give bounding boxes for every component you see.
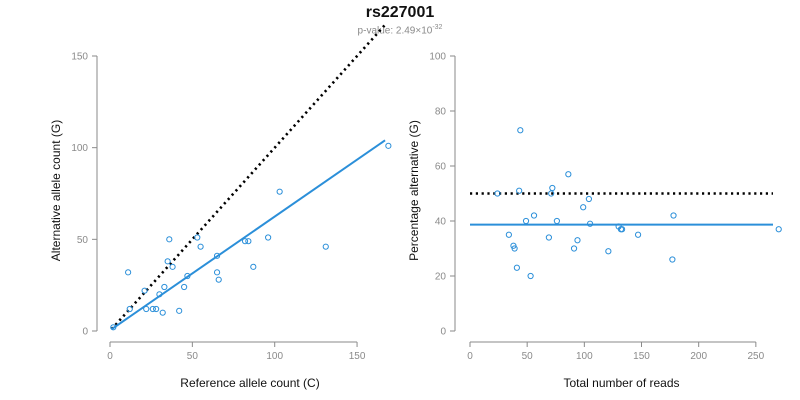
- data-point: [510, 242, 517, 249]
- chart-title: rs227001: [365, 4, 435, 21]
- y-tick-label: 80: [435, 107, 447, 118]
- data-point: [141, 287, 148, 294]
- x-tick-label: 200: [690, 351, 707, 362]
- data-point: [213, 269, 221, 276]
- y-axis: 0 50 100 150: [71, 52, 98, 338]
- y-tick-label: 0: [82, 327, 88, 338]
- data-point: [176, 307, 183, 314]
- data-point: [153, 305, 160, 313]
- data-point: [574, 237, 581, 244]
- data-point: [516, 187, 523, 194]
- x-tick-label: 250: [748, 351, 765, 362]
- x-tick-label: 150: [633, 351, 650, 362]
- p-value-text: p-value: 2.49×10: [357, 25, 433, 37]
- data-point: [545, 234, 552, 241]
- data-point: [110, 324, 117, 331]
- data-point: [265, 234, 272, 241]
- percentage-alternative-scatter-panel: 0 50 100 150 200 250 0 20 40 60 80 100 Total number …: [407, 52, 782, 390]
- data-point: [517, 127, 524, 134]
- data-point: [197, 243, 204, 250]
- data-point: [618, 226, 626, 233]
- y-tick-label: 40: [435, 217, 447, 228]
- y-tick-label: 0: [440, 327, 446, 338]
- data-point: [213, 252, 221, 259]
- x-axis: 0 50 100 150 200 250: [467, 341, 765, 362]
- data-point: [159, 309, 166, 316]
- data-point: [385, 142, 392, 149]
- p-value-subtitle: p-value: 2.49×10-32: [0, 24, 800, 36]
- data-point: [527, 272, 534, 280]
- data-point: [161, 283, 168, 291]
- data-point: [505, 231, 512, 238]
- x-tick-label: 50: [522, 351, 534, 362]
- data-point: [215, 276, 222, 283]
- data-point: [669, 256, 676, 263]
- data-point: [143, 305, 150, 313]
- data-point: [775, 226, 782, 233]
- y-axis-title: Percentage alternative (G): [407, 120, 421, 261]
- x-tick-label: 0: [107, 351, 113, 362]
- data-point: [184, 272, 191, 280]
- data-point: [164, 258, 171, 265]
- x-tick-label: 100: [266, 351, 283, 362]
- data-point: [494, 190, 501, 197]
- data-point: [580, 204, 587, 211]
- data-point: [250, 263, 257, 270]
- data-point: [194, 234, 201, 241]
- data-point: [156, 291, 163, 298]
- data-point: [522, 217, 530, 225]
- data-point: [549, 184, 556, 192]
- data-point: [149, 305, 156, 313]
- data-point: [276, 188, 283, 195]
- data-point: [241, 238, 249, 245]
- data-point: [511, 245, 518, 252]
- data-point: [553, 217, 560, 225]
- x-axis-title: Total number of reads: [563, 376, 679, 390]
- x-tick-label: 0: [467, 351, 473, 362]
- y-axis-title: Alternative allele count (G): [49, 120, 63, 261]
- data-point: [670, 212, 677, 219]
- y-tick-label: 50: [77, 235, 89, 246]
- data-points: [110, 142, 392, 331]
- allele-count-scatter-panel: 0 50 100 150 0 50 100 150 Reference allele count…: [49, 23, 392, 390]
- y-tick-label: 100: [429, 52, 446, 63]
- data-point: [126, 305, 133, 313]
- p-value-exponent: -32: [432, 24, 443, 31]
- y-tick-label: 100: [71, 143, 88, 154]
- data-point: [322, 243, 329, 250]
- x-tick-label: 100: [576, 351, 593, 362]
- data-point: [585, 195, 593, 203]
- data-points: [494, 127, 782, 280]
- x-tick-label: 50: [187, 351, 199, 362]
- data-point: [565, 171, 572, 178]
- y-tick-label: 60: [435, 162, 447, 173]
- data-point: [605, 248, 612, 255]
- x-axis: 0 50 100 150: [107, 341, 366, 362]
- data-point: [245, 238, 252, 245]
- x-axis-title: Reference allele count (C): [180, 376, 319, 390]
- data-point: [530, 212, 538, 219]
- data-point: [548, 190, 555, 197]
- y-tick-label: 20: [435, 272, 447, 283]
- data-point: [125, 269, 132, 276]
- fit-line: [111, 139, 386, 330]
- data-point: [586, 220, 594, 227]
- data-point: [513, 264, 520, 271]
- data-point: [570, 245, 578, 252]
- x-tick-label: 150: [349, 351, 366, 362]
- y-tick-label: 150: [71, 52, 88, 63]
- reference-dotted-line: [110, 23, 387, 331]
- data-point: [166, 236, 173, 243]
- data-point: [634, 231, 642, 238]
- y-axis: 0 20 40 60 80 100: [429, 52, 456, 338]
- data-point: [181, 283, 188, 291]
- data-point: [169, 263, 176, 270]
